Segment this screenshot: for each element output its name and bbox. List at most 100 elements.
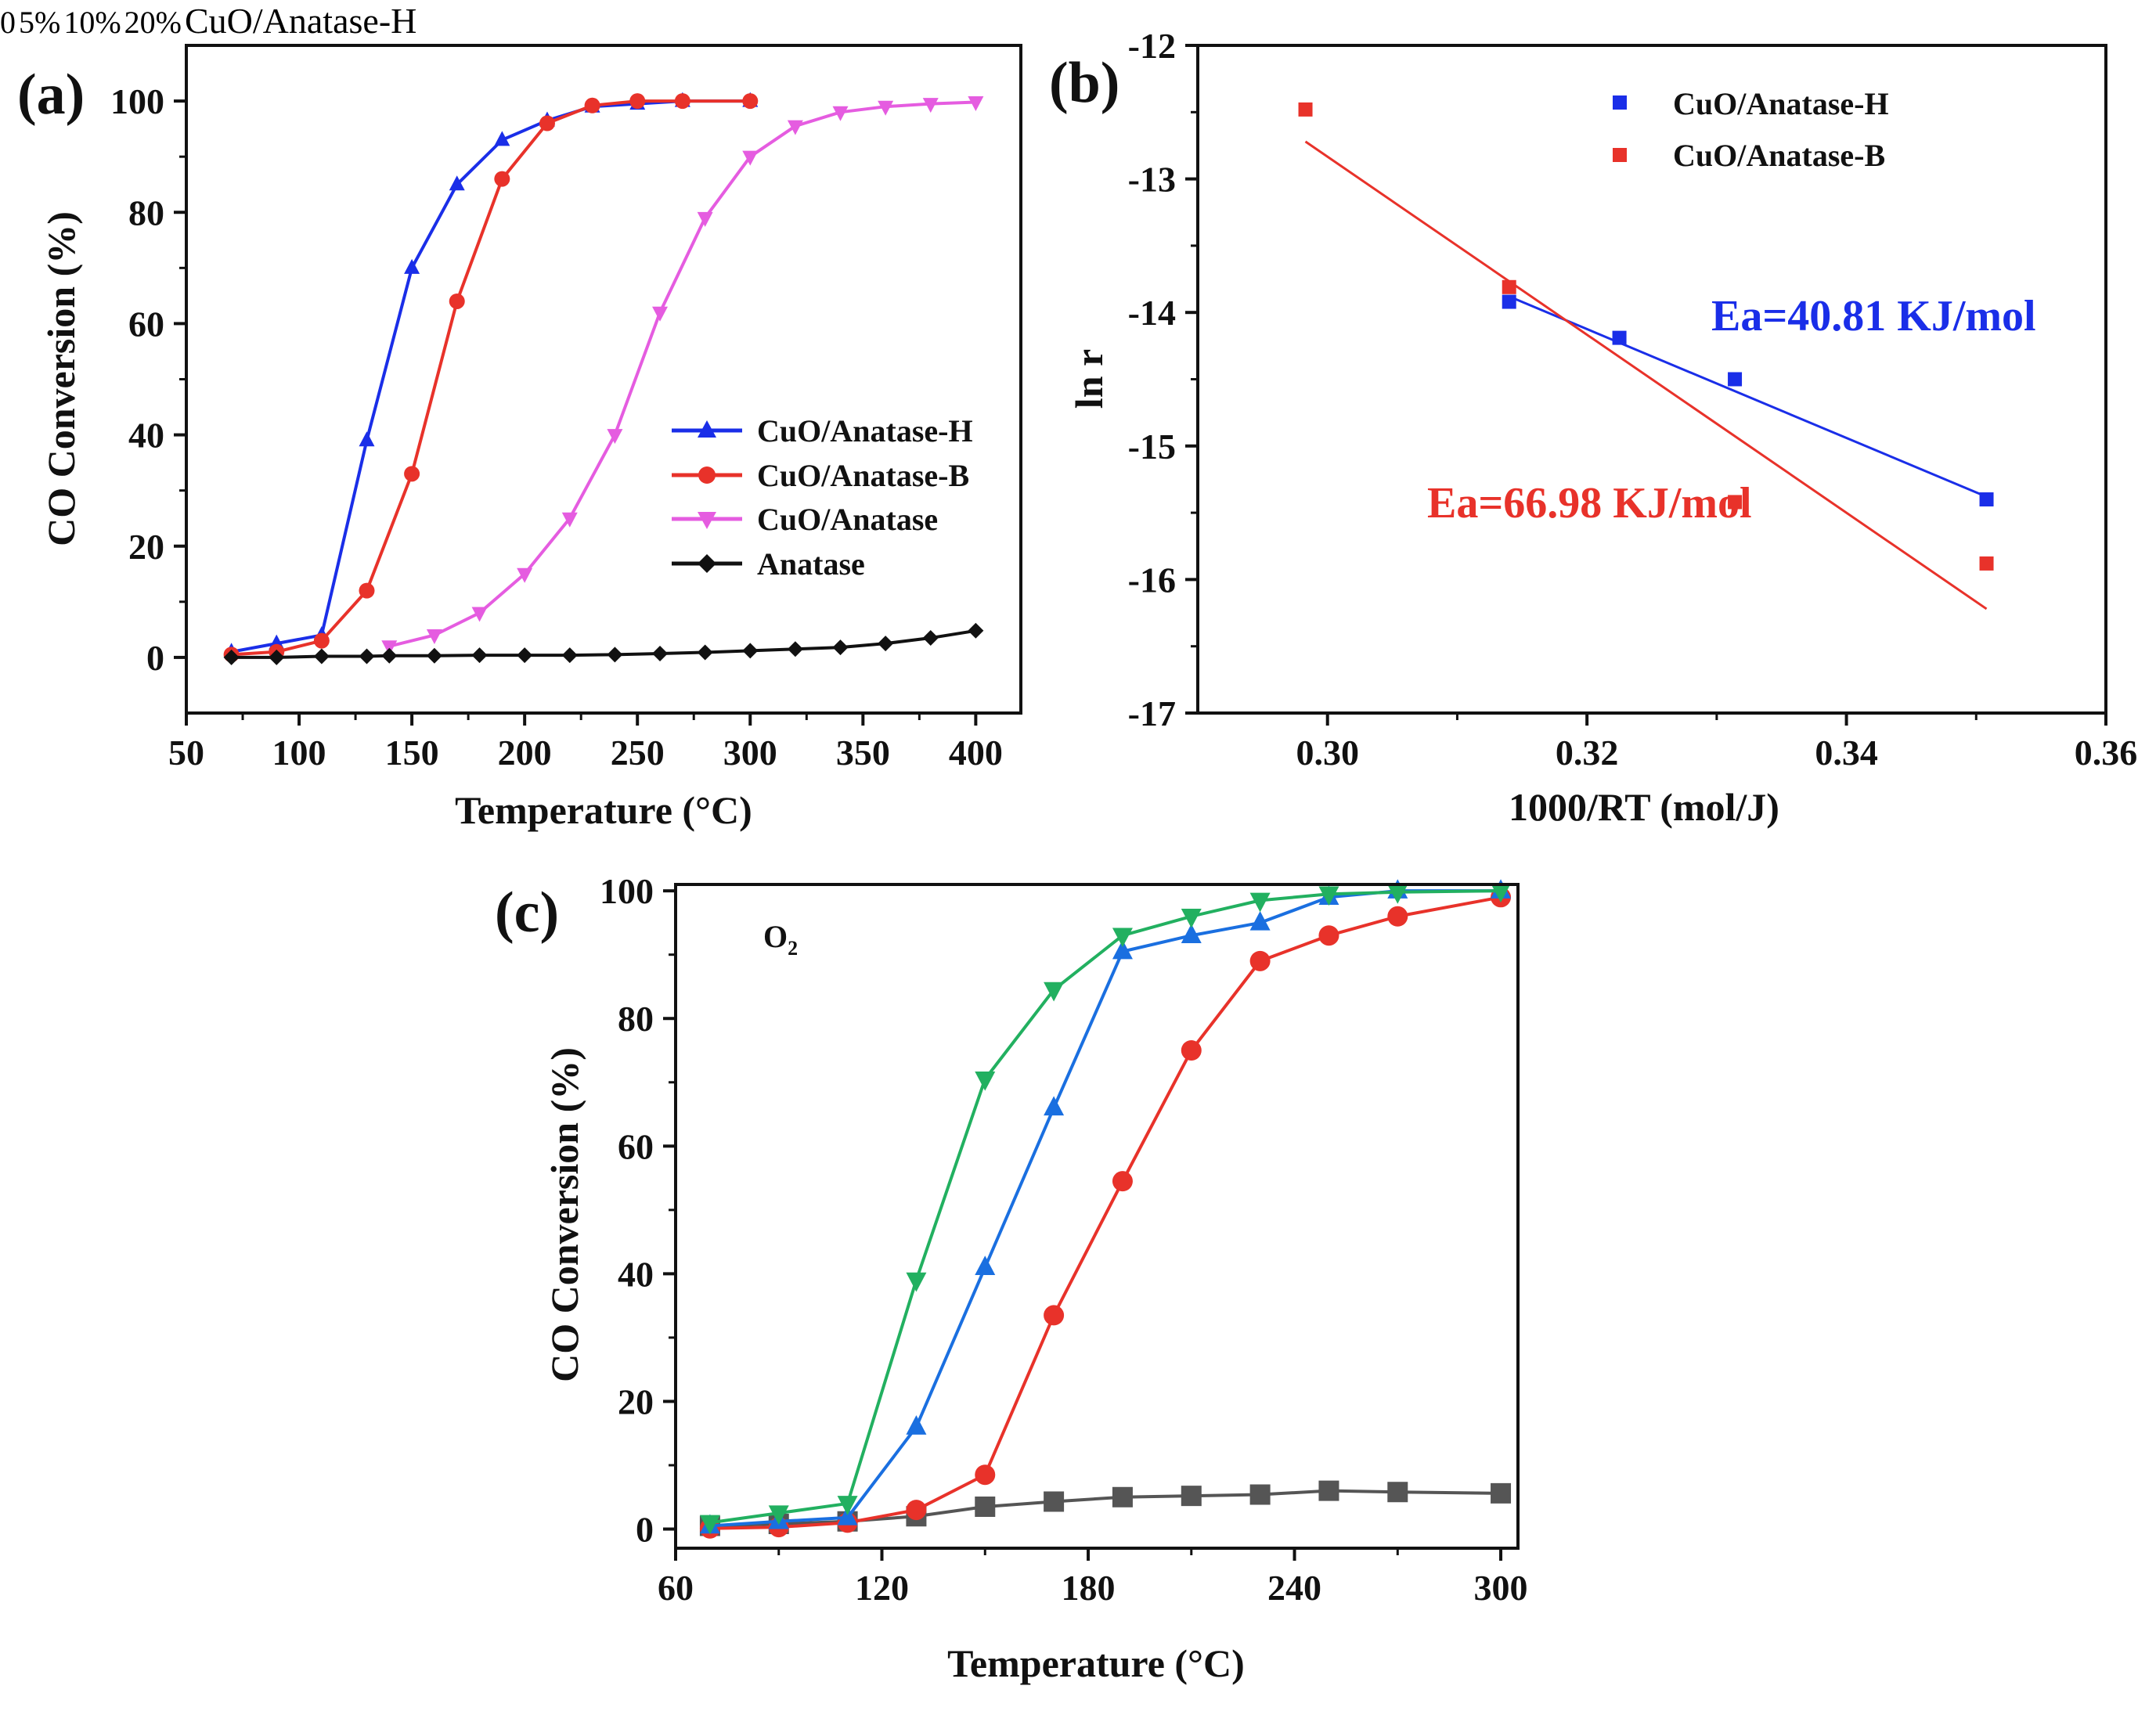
panel-a-xlabel: Temperature (°C) <box>455 788 752 832</box>
panel-c-data-point <box>1044 1096 1065 1116</box>
panel-a-data-point <box>561 512 578 528</box>
panel-c-xtick-label: 60 <box>658 1568 694 1608</box>
panel-a-ytick-label: 100 <box>110 81 164 121</box>
panel-b-xlabel: 1000/RT (mol/J) <box>1509 785 1779 829</box>
panel-a: (a) 50 100 150 200 250 300 350 400020406080100 … <box>17 44 1022 832</box>
panel-b-series-layer <box>1298 102 1994 611</box>
panel-c-data-point <box>975 1255 996 1275</box>
panel-c-data-point <box>1387 884 1408 904</box>
panel-b-plot-frame <box>1196 44 2107 715</box>
panel-c-data-point <box>1318 886 1339 906</box>
panel-c-data-point <box>1044 1305 1065 1326</box>
panel-a-data-point <box>561 647 578 664</box>
panel-c-data-point <box>1112 928 1133 948</box>
panel-a-data-point <box>787 641 803 657</box>
panel-a-series-cuo-anatase-h <box>223 92 759 658</box>
panel-a-data-point <box>968 96 984 112</box>
panel-a-xtick-label: 200 <box>498 733 552 773</box>
panel-a-data-point <box>426 629 442 644</box>
legend-entry-o2-0: 0 <box>0 5 19 40</box>
panel-a-xtick-label: 350 <box>836 733 890 773</box>
panel-a-data-point <box>742 643 759 659</box>
panel-c-xtick-label: 120 <box>855 1568 909 1608</box>
panel-a-ytick-label: 80 <box>128 193 164 232</box>
panel-a-xtick-label: 300 <box>723 733 777 773</box>
panel-a-data-point <box>742 150 759 166</box>
panel-b-data-point <box>1979 492 1994 507</box>
panel-c-plot-frame <box>674 883 1520 1550</box>
panel-b-gridmarks: 0.30 0.32 0.34 0.36 -12 -13 -14 -15 -16 -17 <box>1128 26 2138 773</box>
legend-entry-cuo-anatase-h: CuO/Anatase-H <box>672 413 973 448</box>
panel-a-data-point <box>517 567 533 583</box>
panel-c-data-point <box>1249 950 1271 971</box>
panel-b-ytick-label: -16 <box>1128 560 1176 600</box>
panel-c-data-point <box>906 1415 927 1435</box>
panel-c-ytick-label: 20 <box>618 1381 654 1421</box>
legend-label: 20% <box>124 5 182 40</box>
panel-a-data-point <box>359 648 375 665</box>
panel-b-ytick-label: -12 <box>1128 26 1176 66</box>
legend-label: CuO/Anatase-B <box>757 458 969 493</box>
panel-c-data-point <box>906 1272 927 1292</box>
panel-c-data-point <box>975 1497 996 1517</box>
panel-c-ytick-label: 0 <box>636 1510 654 1550</box>
panel-c-data-point <box>1249 892 1271 913</box>
panel-c-data-point <box>1491 1482 1512 1504</box>
legend-marker-square <box>1613 148 1627 162</box>
legend-marker-triangle-down: 20% <box>124 5 185 40</box>
panel-c-series-line <box>709 889 1502 1528</box>
sample-label: CuO/Anatase-H <box>184 1 417 41</box>
panel-c-data-point <box>1181 924 1202 943</box>
panel-a-data-point <box>313 648 330 665</box>
panel-a-data-point <box>697 211 713 227</box>
panel-c-ylabel: CO Conversion (%) <box>543 1047 586 1382</box>
panel-c-data-point <box>906 1500 927 1521</box>
panel-b: (b) 0.30 0.32 0.34 0.36 -12 -13 -14 -15 -16 -17 1… <box>1049 26 2137 829</box>
panel-a-plot-frame <box>185 44 1022 715</box>
panel-a-data-point <box>494 171 510 187</box>
panel-a-data-point <box>449 293 465 309</box>
ea-annotation-h: Ea=40.81 KJ/mol <box>1711 292 2036 340</box>
panel-a-data-point <box>359 431 375 447</box>
panel-c-data-point <box>975 1071 996 1091</box>
panel-c-data-point <box>837 1505 858 1525</box>
legend-entry-cuo-anatase-b: CuO/Anatase-B <box>672 458 969 493</box>
legend-label: CuO/Anatase <box>757 502 938 537</box>
panel-c-series-line <box>709 889 1502 1525</box>
panel-a-data-point <box>517 647 533 664</box>
panel-a-ytick-label: 40 <box>128 416 164 456</box>
legend-label: Anatase <box>757 546 865 582</box>
panel-a-data-point <box>607 647 623 663</box>
panel-c-data-point <box>1181 1486 1202 1507</box>
panel-a-ytick-label: 60 <box>128 304 164 344</box>
panel-c-data-point <box>1181 1040 1202 1061</box>
panel-b-ylabel: ln r <box>1067 349 1111 409</box>
panel-a-data-point <box>269 649 285 665</box>
panel-c-data-point <box>699 1515 720 1535</box>
panel-a-label: (a) <box>17 63 85 127</box>
panel-c-ytick-label: 60 <box>618 1126 654 1166</box>
panel-a-data-point <box>584 97 600 113</box>
panel-c-data-point <box>837 1496 858 1515</box>
legend-marker-triangle-down <box>698 512 716 529</box>
panel-c-data-point <box>975 1464 996 1486</box>
panel-a-data-point <box>449 175 465 191</box>
panel-c-data-point <box>1112 939 1133 960</box>
panel-c-data-point <box>1249 1484 1271 1505</box>
panel-a-data-point <box>697 644 713 661</box>
legend-label: 10% <box>63 5 121 40</box>
panel-b-label: (b) <box>1049 51 1119 115</box>
panel-c-series-layer <box>699 879 1512 1539</box>
panel-c-data-point <box>1387 906 1408 927</box>
legend-marker-circle <box>698 466 716 484</box>
panel-c-xtick-label: 180 <box>1062 1568 1116 1608</box>
panel-a-ytick-label: 0 <box>146 638 164 678</box>
panel-c-data-point <box>1112 1171 1133 1192</box>
panel-a-data-point <box>832 106 849 121</box>
panel-b-fit-line <box>1304 140 1988 611</box>
panel-c-ytick-label: 80 <box>618 999 654 1039</box>
panel-c-data-point <box>1249 910 1271 931</box>
panel-a-xtick-label: 100 <box>272 733 326 773</box>
panel-b-data-point <box>1728 495 1743 510</box>
